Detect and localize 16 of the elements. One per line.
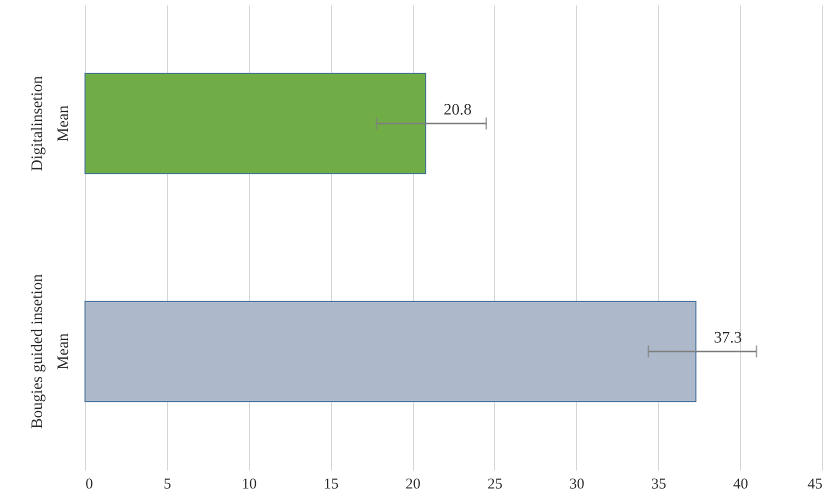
text: Digitalinsetion — [29, 76, 46, 172]
x-tick-label: 0 — [86, 476, 93, 492]
x-tick-label: 15 — [324, 476, 339, 492]
text: Bougies guided insetion — [29, 274, 46, 429]
x-tick-label: 30 — [569, 476, 584, 492]
x-tick-label: 45 — [808, 476, 822, 492]
x-tick-label: 20 — [406, 476, 421, 492]
data-label: 37.3 — [714, 329, 742, 346]
x-tick-label: 10 — [242, 476, 257, 492]
data-label: 20.8 — [444, 102, 472, 119]
x-tick-label: 25 — [487, 476, 502, 492]
x-tick-label: 40 — [733, 476, 748, 492]
x-tick-label: 35 — [651, 476, 666, 492]
y-tick-label: Mean — [55, 105, 72, 142]
x-tick-label: 5 — [164, 476, 172, 492]
y-tick-label: Mean — [55, 333, 72, 370]
